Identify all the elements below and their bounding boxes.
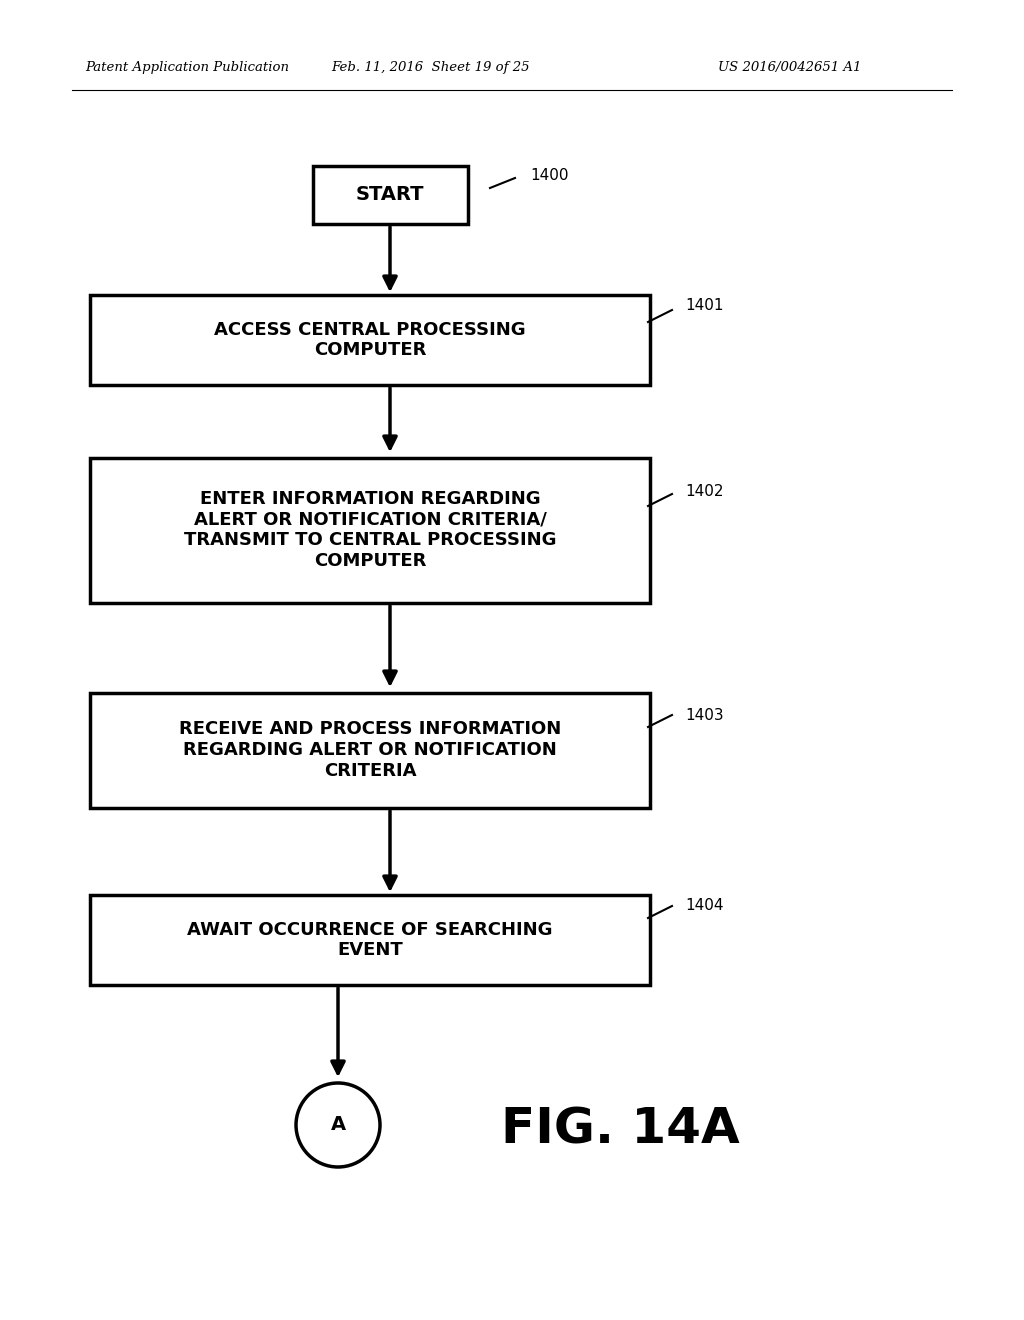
Text: 1403: 1403 <box>685 708 724 722</box>
Bar <box>312 166 468 224</box>
Text: 1402: 1402 <box>685 484 724 499</box>
Text: Feb. 11, 2016  Sheet 19 of 25: Feb. 11, 2016 Sheet 19 of 25 <box>331 62 529 74</box>
Text: 1404: 1404 <box>685 898 724 912</box>
Text: ACCESS CENTRAL PROCESSING
COMPUTER: ACCESS CENTRAL PROCESSING COMPUTER <box>214 321 525 359</box>
Bar <box>90 895 650 985</box>
Text: ENTER INFORMATION REGARDING
ALERT OR NOTIFICATION CRITERIA/
TRANSMIT TO CENTRAL : ENTER INFORMATION REGARDING ALERT OR NOT… <box>183 490 556 570</box>
Text: 1400: 1400 <box>530 168 568 182</box>
Bar <box>90 693 650 808</box>
Bar <box>90 294 650 385</box>
Text: AWAIT OCCURRENCE OF SEARCHING
EVENT: AWAIT OCCURRENCE OF SEARCHING EVENT <box>187 920 553 960</box>
Circle shape <box>296 1082 380 1167</box>
Text: A: A <box>331 1115 345 1134</box>
Text: US 2016/0042651 A1: US 2016/0042651 A1 <box>718 62 861 74</box>
Text: START: START <box>355 186 424 205</box>
Text: 1401: 1401 <box>685 297 724 313</box>
Text: RECEIVE AND PROCESS INFORMATION
REGARDING ALERT OR NOTIFICATION
CRITERIA: RECEIVE AND PROCESS INFORMATION REGARDIN… <box>179 721 561 780</box>
Text: Patent Application Publication: Patent Application Publication <box>85 62 289 74</box>
Text: FIG. 14A: FIG. 14A <box>501 1106 739 1154</box>
Bar <box>90 458 650 602</box>
